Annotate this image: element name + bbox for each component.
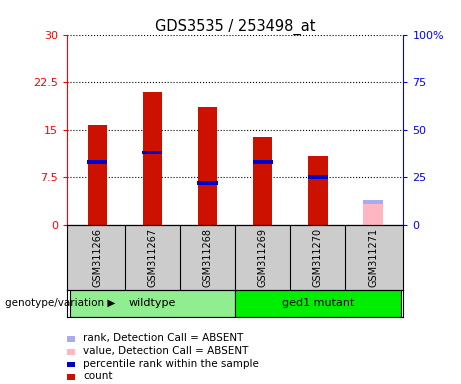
- Bar: [88, 125, 107, 225]
- Bar: [253, 160, 273, 164]
- Text: ged1 mutant: ged1 mutant: [282, 298, 354, 308]
- Bar: [143, 92, 162, 225]
- Bar: [235, 290, 401, 317]
- Text: genotype/variation ▶: genotype/variation ▶: [5, 298, 115, 308]
- Bar: [308, 175, 328, 179]
- Text: GSM311270: GSM311270: [313, 228, 323, 287]
- Bar: [253, 137, 272, 225]
- Bar: [363, 202, 383, 225]
- Text: GSM311268: GSM311268: [202, 228, 213, 287]
- Text: value, Detection Call = ABSENT: value, Detection Call = ABSENT: [83, 346, 248, 356]
- Text: GSM311266: GSM311266: [92, 228, 102, 287]
- Bar: [198, 108, 217, 225]
- Text: wildtype: wildtype: [129, 298, 176, 308]
- Text: GSM311267: GSM311267: [148, 228, 157, 287]
- Bar: [70, 290, 235, 317]
- Bar: [87, 160, 107, 164]
- Bar: [308, 156, 327, 225]
- Title: GDS3535 / 253498_at: GDS3535 / 253498_at: [155, 18, 315, 35]
- Text: GSM311271: GSM311271: [368, 228, 378, 287]
- Bar: [363, 200, 383, 204]
- Bar: [142, 151, 162, 154]
- Bar: [197, 181, 218, 185]
- Text: rank, Detection Call = ABSENT: rank, Detection Call = ABSENT: [83, 333, 243, 343]
- Text: GSM311269: GSM311269: [258, 228, 268, 287]
- Text: count: count: [83, 371, 112, 381]
- Text: percentile rank within the sample: percentile rank within the sample: [83, 359, 259, 369]
